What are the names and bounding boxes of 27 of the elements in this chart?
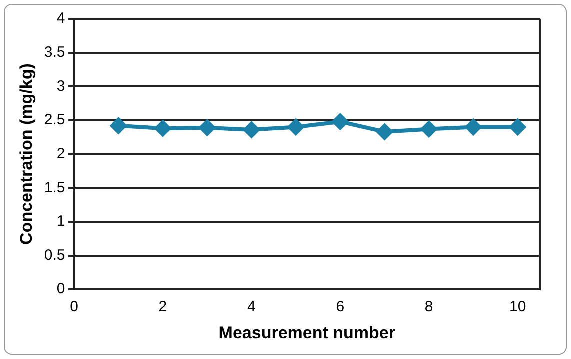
x-tick-label: 8 [424, 298, 434, 316]
x-axis-title: Measurement number [218, 323, 396, 342]
y-tick-label: 0.5 [44, 246, 66, 264]
x-tick-label: 6 [336, 298, 345, 316]
y-tick-label: 0 [56, 280, 66, 298]
point [376, 124, 393, 140]
y-tick-label: 1.5 [44, 179, 66, 196]
y-tick-label: 3 [56, 78, 66, 95]
point [110, 118, 127, 134]
point [332, 114, 348, 130]
x-tick-label: 10 [509, 298, 526, 316]
y-tick-label: 3.5 [44, 44, 66, 61]
point [510, 119, 526, 136]
point [199, 120, 216, 136]
y-axis-title: Concentration (mg/kg) [16, 64, 36, 245]
point [154, 120, 171, 137]
y-tick-label: 4 [56, 10, 66, 28]
point [244, 122, 260, 138]
y-tick-label: 2 [56, 145, 66, 162]
x-tick-label: 4 [248, 298, 256, 316]
point [288, 119, 304, 136]
y-tick-label: 1 [56, 213, 66, 230]
y-tick-label: 2.5 [44, 112, 66, 129]
point [421, 121, 438, 138]
x-tick-label: 2 [158, 298, 168, 316]
point [465, 119, 482, 136]
x-tick-label: 0 [70, 298, 78, 316]
